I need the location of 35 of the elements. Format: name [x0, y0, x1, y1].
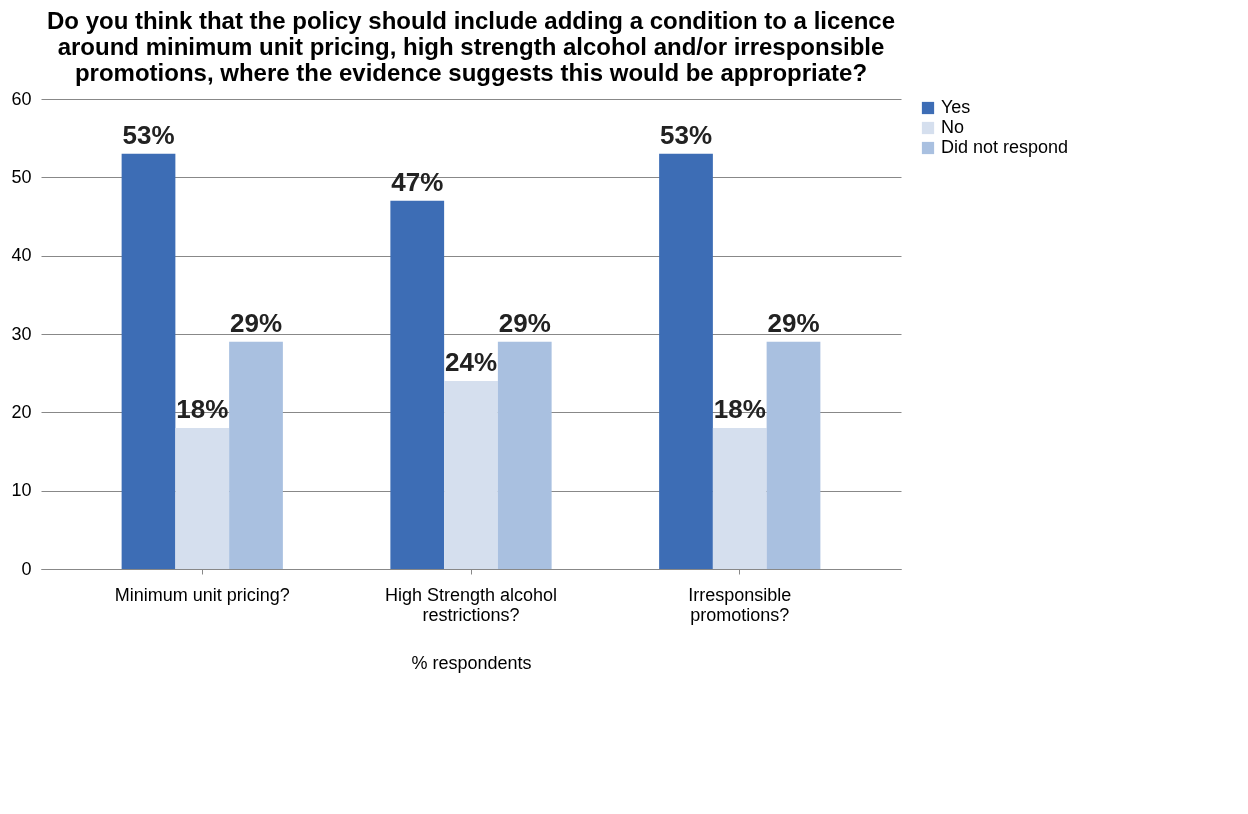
- data-label: 18%: [713, 394, 766, 424]
- bar: [497, 341, 552, 569]
- data-label: 29%: [767, 307, 820, 338]
- y-tick-label: 20: [11, 401, 32, 422]
- bar: [390, 200, 445, 569]
- bar: [175, 428, 230, 569]
- y-tick-label: 40: [11, 245, 32, 266]
- bar: [121, 153, 176, 569]
- y-tick-label: 30: [11, 323, 32, 344]
- data-label: 29%: [229, 307, 283, 338]
- data-label: 24%: [444, 347, 498, 377]
- text: promotions, where the evidence suggests this would be appropriate?: [74, 59, 868, 86]
- y-tick-label: 10: [11, 480, 32, 501]
- x-tick-label: Minimum unit pricing?: [114, 584, 290, 605]
- y-tick-label: 50: [11, 166, 32, 187]
- bar: [712, 428, 767, 569]
- bar: [766, 341, 821, 569]
- text: Do you think that the policy should include adding a condition to a licence: [46, 7, 896, 34]
- bar: [229, 341, 283, 569]
- y-tick-label: 60: [11, 88, 32, 109]
- legend-label: Yes: [941, 97, 971, 117]
- data-label: 53%: [659, 119, 713, 150]
- x-tick-label: High Strength alcohol restrictions?: [384, 584, 558, 625]
- y-tick-label: 0: [21, 558, 32, 579]
- data-label: 18%: [176, 394, 229, 424]
- legend-label: No: [941, 117, 965, 137]
- bar: [444, 381, 498, 569]
- text: around minimum unit pricing, high strength alcohol and/or irresponsible: [57, 33, 885, 60]
- bar: [659, 153, 713, 569]
- x-axis-title: % respondents: [411, 652, 532, 673]
- data-label: 29%: [498, 307, 551, 338]
- data-label: 53%: [122, 119, 175, 150]
- data-label: 47%: [391, 166, 444, 197]
- legend-label: Did not respond: [941, 137, 1069, 157]
- x-tick-label: Irresponsible promotions?: [688, 584, 792, 625]
